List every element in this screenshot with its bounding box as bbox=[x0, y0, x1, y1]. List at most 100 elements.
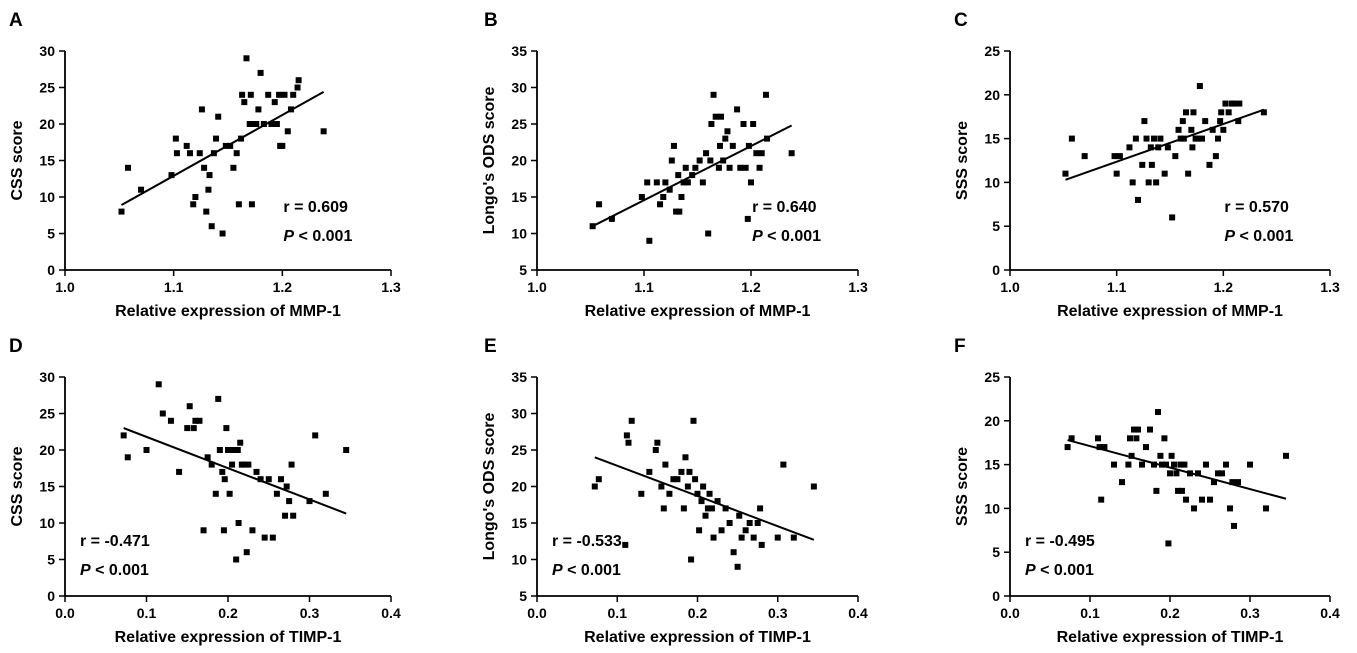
data-point bbox=[196, 150, 203, 157]
y-tick-label: 25 bbox=[39, 80, 55, 96]
y-tick-label: 25 bbox=[39, 406, 55, 422]
data-point bbox=[1171, 461, 1177, 468]
data-point bbox=[688, 556, 695, 563]
data-point bbox=[257, 69, 264, 76]
data-point bbox=[1263, 505, 1269, 512]
data-point bbox=[294, 84, 301, 91]
p-value-text: < 0.001 bbox=[1235, 228, 1293, 245]
data-point bbox=[710, 534, 717, 541]
p-symbol: P bbox=[1025, 562, 1036, 579]
data-point bbox=[212, 490, 219, 497]
data-point bbox=[1153, 179, 1160, 186]
data-point bbox=[1177, 461, 1184, 468]
data-point bbox=[241, 461, 248, 468]
data-point bbox=[1169, 214, 1176, 221]
data-point bbox=[192, 417, 199, 424]
data-point bbox=[1225, 109, 1232, 116]
data-point bbox=[198, 106, 205, 113]
data-point bbox=[219, 230, 226, 237]
y-tick-label: 15 bbox=[984, 131, 1000, 147]
data-point bbox=[1188, 126, 1195, 133]
data-point bbox=[707, 157, 714, 164]
data-point bbox=[1175, 126, 1182, 133]
p-symbol: P bbox=[1224, 228, 1235, 245]
y-tick-label: 20 bbox=[511, 479, 527, 495]
data-point bbox=[230, 447, 237, 453]
data-point bbox=[1206, 161, 1213, 168]
data-point bbox=[1185, 170, 1192, 177]
data-point bbox=[623, 432, 630, 439]
r-value-label: r = 0.640 bbox=[752, 199, 817, 216]
data-point bbox=[705, 230, 712, 237]
data-point bbox=[715, 164, 722, 171]
y-tick-label: 25 bbox=[984, 369, 1000, 385]
y-tick-label: 10 bbox=[984, 174, 1000, 190]
p-symbol: P bbox=[752, 228, 763, 245]
data-point bbox=[652, 447, 659, 453]
data-point bbox=[788, 150, 795, 157]
x-tick-label: 0.0 bbox=[527, 605, 547, 621]
data-point bbox=[696, 157, 703, 164]
data-point bbox=[738, 534, 745, 541]
data-point bbox=[1179, 487, 1185, 494]
data-point bbox=[1172, 153, 1179, 160]
y-tick-label: 25 bbox=[984, 43, 1000, 59]
data-point bbox=[246, 121, 253, 127]
data-point bbox=[1235, 118, 1242, 125]
data-point bbox=[190, 201, 197, 208]
data-point bbox=[729, 142, 736, 149]
r-value-label: r = -0.495 bbox=[1025, 533, 1095, 550]
panel-letter: C bbox=[954, 10, 968, 31]
data-point bbox=[227, 142, 234, 149]
data-point bbox=[1220, 126, 1227, 133]
data-point bbox=[1096, 444, 1103, 451]
data-point bbox=[265, 91, 272, 98]
data-point bbox=[698, 498, 705, 505]
data-point bbox=[1179, 118, 1186, 125]
data-point bbox=[220, 527, 227, 534]
data-point bbox=[238, 135, 245, 142]
y-tick-label: 5 bbox=[992, 218, 1000, 234]
y-tick-label: 30 bbox=[511, 406, 527, 422]
p-symbol: P bbox=[283, 228, 294, 245]
data-point bbox=[322, 490, 329, 497]
data-point bbox=[233, 150, 240, 157]
x-tick-label: 1.2 bbox=[273, 279, 293, 295]
data-point bbox=[208, 223, 215, 230]
y-tick-label: 5 bbox=[519, 262, 527, 278]
x-tick-label: 0.4 bbox=[848, 605, 868, 621]
y-axis-title: Longo's ODS score bbox=[481, 86, 498, 234]
data-point bbox=[216, 447, 223, 453]
data-point bbox=[1125, 461, 1132, 468]
data-point bbox=[283, 483, 290, 490]
x-axis-title: Relative expression of TIMP-1 bbox=[115, 629, 342, 646]
data-point bbox=[750, 534, 757, 541]
data-point bbox=[1148, 161, 1155, 168]
data-point bbox=[210, 150, 217, 157]
data-point bbox=[718, 527, 725, 534]
y-tick-label: 30 bbox=[511, 80, 527, 96]
y-axis-title: CSS score bbox=[9, 120, 26, 200]
data-point bbox=[660, 194, 667, 200]
x-tick-label: 1.1 bbox=[1107, 279, 1127, 295]
data-point bbox=[249, 527, 256, 534]
data-point bbox=[706, 490, 713, 497]
y-tick-label: 0 bbox=[992, 588, 1000, 604]
data-point bbox=[1139, 161, 1146, 168]
data-point bbox=[1236, 100, 1243, 107]
data-point bbox=[746, 520, 753, 526]
x-tick-label: 1.0 bbox=[55, 279, 75, 295]
data-point bbox=[1229, 479, 1236, 486]
data-point bbox=[722, 135, 729, 142]
data-point bbox=[1064, 444, 1071, 451]
data-point bbox=[1231, 522, 1237, 529]
data-point bbox=[670, 142, 677, 149]
data-point bbox=[1139, 461, 1145, 468]
data-point bbox=[290, 91, 297, 98]
data-point bbox=[638, 490, 645, 497]
data-point bbox=[168, 172, 175, 179]
panel-b: B 5 10 15 20 25 30 35 1.0 1.1 1.2 1.3 Relative expre… bbox=[481, 10, 868, 320]
p-value-label: P < 0.001 bbox=[752, 228, 821, 245]
data-point bbox=[657, 201, 664, 208]
data-point bbox=[716, 142, 723, 149]
